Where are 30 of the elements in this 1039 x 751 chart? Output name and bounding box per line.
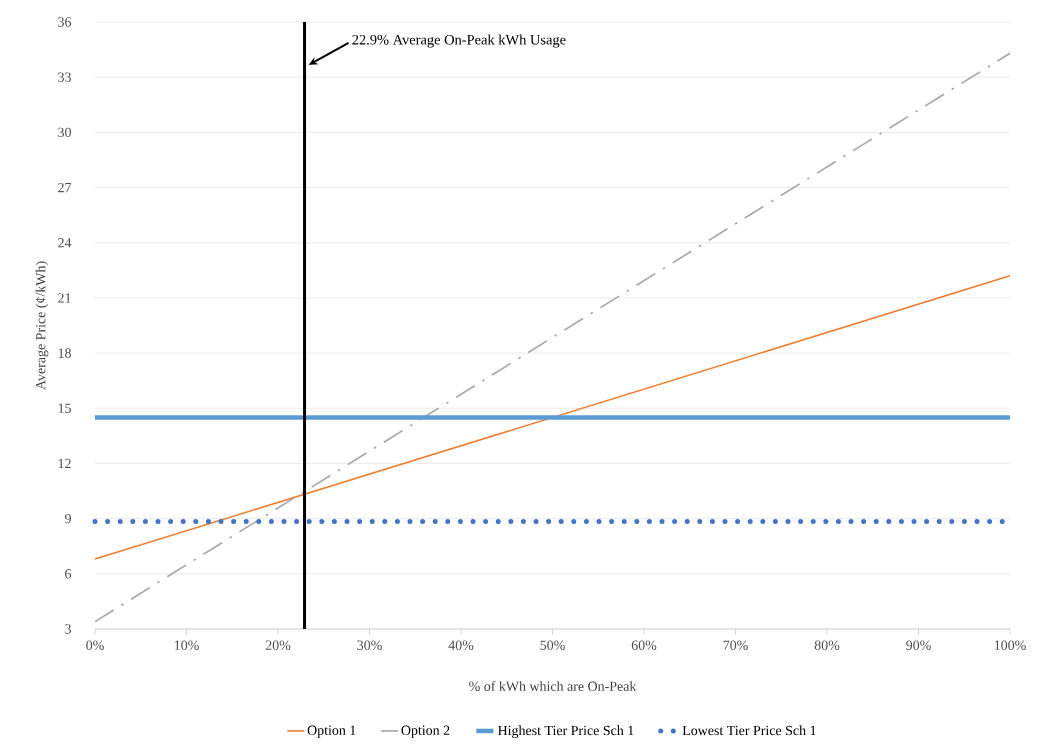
- x-tick-label: 40%: [448, 640, 474, 650]
- x-tick-label: 0%: [86, 640, 104, 650]
- x-tick-label: 90%: [906, 640, 931, 650]
- x-axis-title: % of kWh which are On-Peak: [469, 681, 637, 692]
- x-tick-label: 50%: [540, 640, 565, 650]
- y-tick-label: 12: [58, 458, 71, 469]
- y-tick-label: 18: [58, 348, 71, 358]
- y-tick-label: 30: [58, 127, 71, 138]
- legend-label: Lowest Tier Price Sch 1: [682, 725, 816, 736]
- legend-label: Option 1: [307, 725, 356, 738]
- x-tick-label: 30%: [357, 640, 382, 650]
- y-tick-label: 6: [65, 569, 72, 579]
- y-axis-title: Average Price (¢/kWh): [35, 261, 49, 390]
- y-tick-label: 24: [58, 238, 72, 248]
- x-tick-label: 100%: [994, 640, 1026, 650]
- legend-label: Highest Tier Price Sch 1: [498, 725, 634, 739]
- y-tick-label: 15: [58, 403, 71, 413]
- ref-line-label: 22.9% Average On-Peak kWh Usage: [352, 34, 566, 48]
- y-tick-label: 21: [58, 293, 71, 303]
- x-tick-label: 70%: [723, 640, 748, 650]
- x-tick-label: 20%: [265, 640, 291, 650]
- y-tick-label: 9: [64, 513, 71, 524]
- y-tick-label: 36: [58, 17, 72, 27]
- x-tick-label: 10%: [174, 640, 199, 650]
- legend-label: Option 2: [401, 725, 450, 738]
- y-tick-label: 3: [65, 624, 71, 634]
- x-tick-label: 60%: [631, 640, 657, 650]
- x-tick-label: 80%: [814, 640, 840, 650]
- y-tick-label: 33: [58, 72, 71, 82]
- y-tick-label: 27: [58, 182, 72, 193]
